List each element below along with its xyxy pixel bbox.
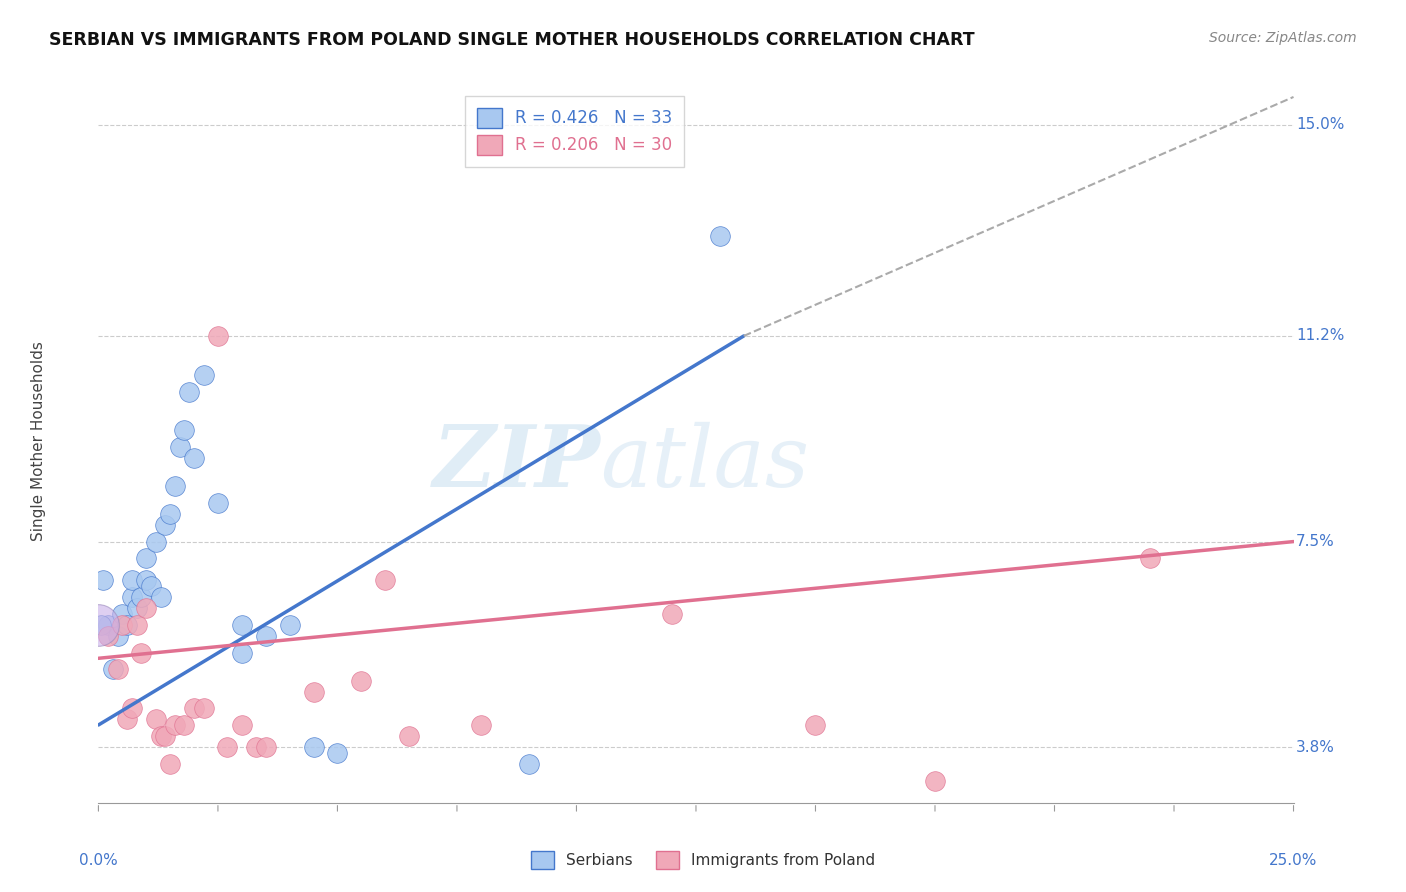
Point bbox=[91, 574, 114, 588]
Point bbox=[159, 756, 181, 771]
Point bbox=[111, 607, 134, 621]
Point bbox=[131, 646, 153, 660]
Point bbox=[173, 424, 195, 438]
Text: ZIP: ZIP bbox=[433, 421, 600, 505]
Point bbox=[231, 646, 253, 660]
Legend: R = 0.426   N = 33, R = 0.206   N = 30: R = 0.426 N = 33, R = 0.206 N = 30 bbox=[465, 95, 685, 167]
Point bbox=[101, 662, 124, 676]
Point bbox=[326, 746, 349, 760]
Point bbox=[155, 517, 177, 532]
Point bbox=[87, 618, 110, 632]
Point bbox=[924, 773, 946, 788]
Point bbox=[398, 729, 420, 743]
Point bbox=[278, 618, 301, 632]
Point bbox=[145, 713, 167, 727]
Point bbox=[115, 618, 138, 632]
Text: 11.2%: 11.2% bbox=[1296, 328, 1344, 343]
Point bbox=[121, 590, 143, 604]
Text: SERBIAN VS IMMIGRANTS FROM POLAND SINGLE MOTHER HOUSEHOLDS CORRELATION CHART: SERBIAN VS IMMIGRANTS FROM POLAND SINGLE… bbox=[49, 31, 974, 49]
Point bbox=[661, 607, 683, 621]
Text: atlas: atlas bbox=[600, 422, 810, 505]
Point bbox=[139, 579, 162, 593]
Point bbox=[145, 534, 167, 549]
Point bbox=[302, 684, 325, 698]
Point bbox=[183, 451, 205, 466]
Point bbox=[217, 740, 239, 755]
Point bbox=[125, 618, 148, 632]
Point bbox=[149, 729, 172, 743]
Point bbox=[1139, 551, 1161, 566]
Point bbox=[193, 368, 215, 382]
Point bbox=[90, 618, 112, 632]
Point bbox=[125, 601, 148, 615]
Point bbox=[121, 701, 143, 715]
Text: 7.5%: 7.5% bbox=[1296, 534, 1334, 549]
Point bbox=[97, 629, 120, 643]
Point bbox=[173, 718, 195, 732]
Point bbox=[169, 440, 191, 454]
Point bbox=[115, 713, 138, 727]
Point bbox=[207, 496, 229, 510]
Point bbox=[159, 507, 181, 521]
Point bbox=[245, 740, 267, 755]
Text: 25.0%: 25.0% bbox=[1270, 853, 1317, 868]
Point bbox=[470, 718, 492, 732]
Point bbox=[163, 479, 186, 493]
Point bbox=[135, 551, 157, 566]
Point bbox=[350, 673, 373, 688]
Point bbox=[179, 384, 201, 399]
Point bbox=[231, 718, 253, 732]
Point bbox=[517, 756, 540, 771]
Point bbox=[135, 601, 157, 615]
Point bbox=[254, 740, 277, 755]
Point bbox=[135, 574, 157, 588]
Legend: Serbians, Immigrants from Poland: Serbians, Immigrants from Poland bbox=[524, 845, 882, 875]
Point bbox=[709, 228, 731, 243]
Point bbox=[254, 629, 277, 643]
Point bbox=[163, 718, 186, 732]
Text: Source: ZipAtlas.com: Source: ZipAtlas.com bbox=[1209, 31, 1357, 45]
Text: 3.8%: 3.8% bbox=[1296, 739, 1334, 755]
Point bbox=[374, 574, 396, 588]
Point bbox=[804, 718, 827, 732]
Point bbox=[107, 662, 129, 676]
Text: 0.0%: 0.0% bbox=[79, 853, 118, 868]
Point bbox=[121, 574, 143, 588]
Point bbox=[97, 618, 120, 632]
Point bbox=[107, 629, 129, 643]
Point bbox=[131, 590, 153, 604]
Point bbox=[183, 701, 205, 715]
Point bbox=[231, 618, 253, 632]
Point bbox=[111, 618, 134, 632]
Point bbox=[193, 701, 215, 715]
Point bbox=[302, 740, 325, 755]
Text: 15.0%: 15.0% bbox=[1296, 117, 1344, 132]
Text: Single Mother Households: Single Mother Households bbox=[31, 342, 46, 541]
Point bbox=[149, 590, 172, 604]
Point bbox=[207, 329, 229, 343]
Point bbox=[155, 729, 177, 743]
